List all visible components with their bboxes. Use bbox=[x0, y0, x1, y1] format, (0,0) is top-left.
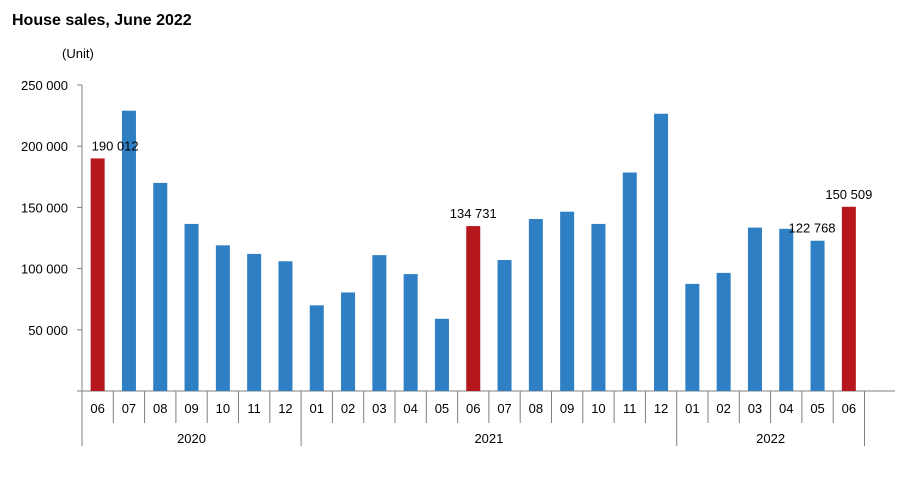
x-tick-label: 04 bbox=[779, 401, 793, 416]
bar bbox=[716, 272, 731, 391]
x-tick-label: 01 bbox=[685, 401, 699, 416]
year-label: 2020 bbox=[177, 431, 206, 446]
bar bbox=[153, 182, 168, 391]
bar bbox=[341, 292, 356, 391]
y-tick-label: 250 000 bbox=[21, 78, 68, 93]
bar bbox=[810, 240, 825, 391]
x-tick-label: 05 bbox=[810, 401, 824, 416]
x-tick-label: 11 bbox=[247, 401, 261, 416]
x-tick-label: 05 bbox=[435, 401, 449, 416]
data-label: 150 509 bbox=[825, 187, 872, 202]
bar bbox=[403, 274, 418, 391]
bar bbox=[841, 206, 856, 391]
bar bbox=[184, 223, 199, 391]
bar bbox=[497, 260, 512, 391]
bar bbox=[685, 283, 700, 391]
x-tick-label: 02 bbox=[341, 401, 355, 416]
y-tick-label: 100 000 bbox=[21, 262, 68, 277]
x-tick-label: 08 bbox=[529, 401, 543, 416]
year-label: 2021 bbox=[474, 431, 503, 446]
x-tick-label: 07 bbox=[122, 401, 136, 416]
bar bbox=[121, 110, 136, 391]
x-tick-label: 06 bbox=[90, 401, 104, 416]
y-tick-label: 200 000 bbox=[21, 139, 68, 154]
bar bbox=[622, 172, 637, 391]
data-label: 190 012 bbox=[92, 138, 139, 153]
x-tick-label: 08 bbox=[153, 401, 167, 416]
x-tick-label: 10 bbox=[591, 401, 605, 416]
y-tick-label: 50 000 bbox=[28, 323, 68, 338]
x-tick-label: 01 bbox=[310, 401, 324, 416]
bar bbox=[466, 226, 481, 391]
data-label: 134 731 bbox=[450, 206, 497, 221]
x-tick-label: 03 bbox=[372, 401, 386, 416]
year-label: 2022 bbox=[756, 431, 785, 446]
x-tick-label: 04 bbox=[403, 401, 417, 416]
bar bbox=[278, 261, 293, 391]
bar bbox=[90, 158, 105, 391]
bar bbox=[247, 253, 262, 391]
bar bbox=[779, 228, 794, 391]
x-tick-label: 06 bbox=[466, 401, 480, 416]
x-tick-label: 10 bbox=[216, 401, 230, 416]
bar bbox=[434, 318, 449, 391]
y-tick-label: 150 000 bbox=[21, 200, 68, 215]
x-tick-label: 03 bbox=[748, 401, 762, 416]
bar bbox=[560, 211, 575, 391]
bar bbox=[215, 245, 230, 391]
x-tick-label: 06 bbox=[842, 401, 856, 416]
chart-title: House sales, June 2022 bbox=[12, 12, 192, 29]
bar bbox=[372, 255, 387, 391]
x-tick-label: 12 bbox=[654, 401, 668, 416]
bar bbox=[309, 305, 324, 391]
x-tick-label: 11 bbox=[623, 401, 637, 416]
bar bbox=[747, 227, 762, 391]
x-tick-label: 12 bbox=[278, 401, 292, 416]
bar bbox=[528, 219, 543, 391]
x-tick-label: 07 bbox=[497, 401, 511, 416]
unit-label: (Unit) bbox=[62, 46, 94, 61]
x-tick-label: 02 bbox=[716, 401, 730, 416]
x-tick-label: 09 bbox=[560, 401, 574, 416]
bar bbox=[654, 113, 669, 391]
data-label: 122 768 bbox=[789, 221, 836, 236]
x-tick-label: 09 bbox=[184, 401, 198, 416]
bar bbox=[591, 223, 606, 391]
